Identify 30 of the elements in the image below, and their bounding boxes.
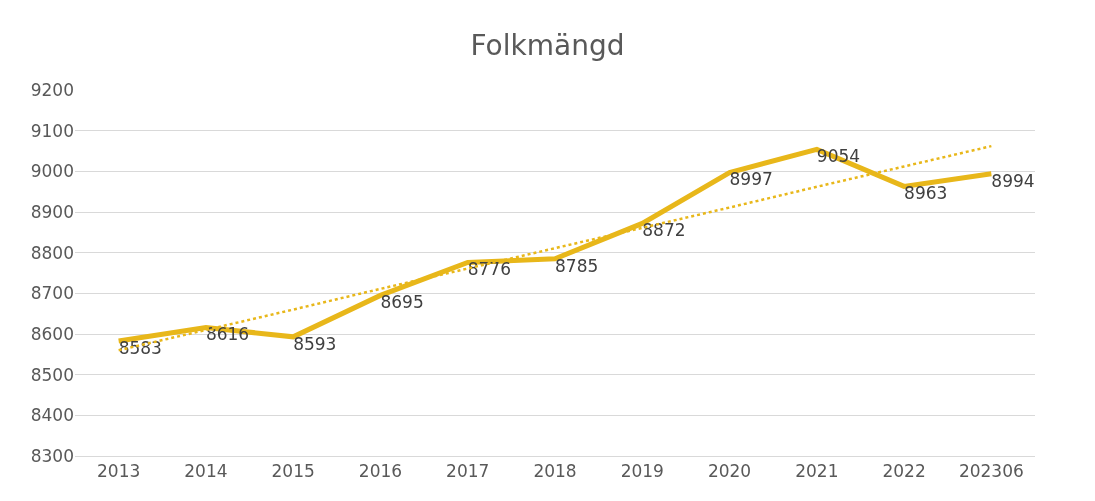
y-tick-label: 8600 [30, 323, 74, 344]
x-tick-label: 2021 [795, 461, 839, 482]
data-label: 8872 [642, 220, 686, 241]
data-label: 8593 [293, 333, 337, 354]
x-tick-label: 2013 [97, 461, 141, 482]
data-label: 8695 [380, 292, 424, 313]
data-label: 8785 [555, 255, 599, 276]
y-tick-label: 9000 [30, 161, 74, 182]
x-tick-label: 2017 [446, 461, 490, 482]
y-tick-label: 8700 [30, 283, 74, 304]
y-tick-label: 8500 [30, 364, 74, 385]
y-tick-label: 9100 [30, 120, 74, 141]
x-tick-label: 2018 [533, 461, 577, 482]
y-tick-label: 8800 [30, 242, 74, 263]
x-tick-label: 202306 [958, 461, 1024, 482]
chart-title: Folkmängd [470, 28, 625, 62]
x-tick-label: 2014 [184, 461, 228, 482]
x-tick-label: 2015 [271, 461, 315, 482]
x-tick-label: 2019 [620, 461, 664, 482]
y-tick-label: 8400 [30, 405, 74, 426]
y-tick-label: 9200 [30, 79, 74, 100]
data-label: 8997 [729, 169, 773, 190]
x-tick-label: 2020 [707, 461, 752, 482]
data-label: 8994 [991, 170, 1035, 191]
data-label: 8776 [467, 259, 511, 280]
y-tick-label: 8900 [30, 201, 74, 222]
x-tick-label: 2016 [358, 461, 403, 482]
data-label: 8963 [904, 183, 948, 204]
y-tick-label: 8300 [30, 445, 74, 466]
x-tick-label: 2022 [882, 461, 926, 482]
